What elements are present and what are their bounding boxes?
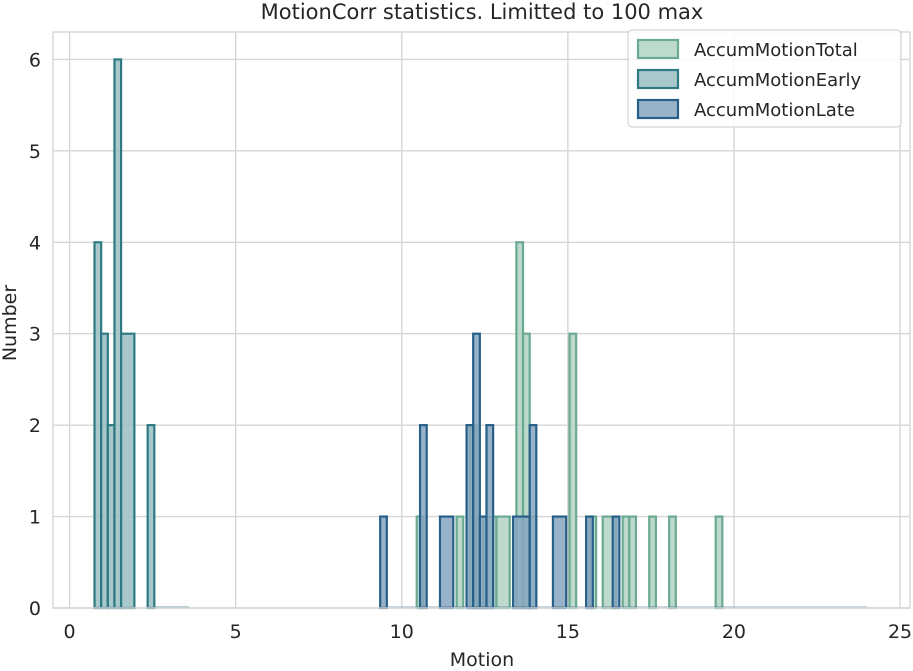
chart-title: MotionCorr statistics. Limitted to 100 m… [261, 0, 704, 24]
y-tick-label: 2 [29, 415, 41, 437]
y-tick-label: 4 [29, 232, 41, 254]
histogram-bar-accummotionearly [119, 332, 136, 610]
histogram-bar-accummotiontotal [495, 515, 511, 610]
y-axis-label: Number [0, 285, 21, 362]
histogram-bar-accummotionlate [485, 424, 495, 610]
x-tick-label: 0 [64, 621, 76, 643]
x-axis-label: Motion [450, 649, 514, 671]
histogram-bar-accummotionlate [551, 515, 568, 610]
legend-swatch [636, 38, 680, 60]
y-tick-label: 5 [29, 141, 41, 163]
histogram-bar-accummotiontotal [648, 515, 657, 610]
plot-frame [52, 31, 911, 609]
y-tick-label: 1 [29, 507, 41, 529]
histogram-bar-accummotiontotal [668, 515, 677, 610]
histogram-bar-accummotionlate [438, 515, 455, 610]
histogram-bar-accummotiontotal [628, 515, 638, 610]
histogram-bins [93, 58, 867, 610]
y-tick-labels: 0 1 2 3 4 5 6 [29, 49, 41, 620]
histogram-bar-accummotiontotal [455, 515, 465, 610]
legend-swatch [636, 68, 680, 90]
x-tick-label: 10 [390, 621, 414, 643]
y-tick-label: 6 [29, 49, 41, 71]
x-tick-label: 20 [722, 621, 746, 643]
y-tick-label: 0 [29, 598, 41, 620]
legend-box [627, 29, 902, 128]
histogram-bar-accummotionlate [511, 515, 531, 610]
x-tick-labels: 0 5 10 15 20 25 [64, 621, 913, 643]
legend-label: AccumMotionLate [694, 100, 855, 121]
histogram-bar-accummotiontotal [568, 332, 578, 610]
legend: AccumMotionTotal AccumMotionEarly AccumMot… [627, 29, 902, 128]
histogram-bar-accummotionearly [146, 424, 156, 610]
histogram-bar-accummotionlate [528, 424, 538, 610]
legend-label: AccumMotionEarly [694, 70, 862, 91]
x-tick-label: 15 [556, 621, 580, 643]
y-tick-label: 3 [29, 324, 41, 346]
histogram-bar-accummotionlate [418, 424, 428, 610]
histogram-bar-accummotionlate [585, 515, 594, 610]
x-tick-label: 5 [230, 621, 242, 643]
x-tick-label: 25 [888, 621, 912, 643]
histogram-bar-accummotionlate [379, 515, 388, 610]
legend-swatch [636, 98, 680, 120]
legend-label: AccumMotionTotal [694, 40, 858, 61]
histogram-bar-accummotiontotal [714, 515, 724, 610]
histogram-bar-accummotionlate [611, 515, 621, 610]
plot-border [52, 31, 911, 609]
